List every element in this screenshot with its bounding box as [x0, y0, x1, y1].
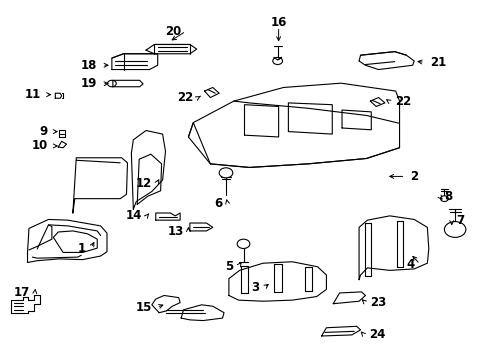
Text: 1: 1 [78, 242, 86, 255]
Text: 10: 10 [32, 139, 48, 152]
Text: 9: 9 [40, 125, 48, 138]
Text: 19: 19 [81, 77, 97, 90]
Text: 16: 16 [270, 17, 286, 30]
Text: 2: 2 [409, 170, 418, 183]
Text: 17: 17 [14, 287, 30, 300]
Text: 22: 22 [394, 95, 410, 108]
Text: 4: 4 [406, 258, 414, 271]
Text: 13: 13 [167, 225, 183, 238]
Text: 6: 6 [214, 197, 222, 210]
Text: 12: 12 [135, 177, 152, 190]
Circle shape [440, 196, 447, 202]
Text: 20: 20 [164, 25, 181, 38]
Text: 21: 21 [429, 56, 445, 69]
Text: 23: 23 [369, 296, 386, 309]
Text: 8: 8 [444, 190, 452, 203]
Text: 18: 18 [81, 59, 97, 72]
Text: 15: 15 [135, 301, 152, 314]
Circle shape [237, 239, 249, 248]
Text: 5: 5 [225, 260, 233, 273]
Text: 3: 3 [250, 281, 259, 294]
Circle shape [219, 168, 232, 178]
Text: 22: 22 [177, 91, 193, 104]
Text: 11: 11 [25, 88, 41, 101]
Circle shape [444, 222, 465, 237]
Text: 14: 14 [125, 210, 142, 222]
Text: 7: 7 [456, 214, 464, 227]
Text: 24: 24 [368, 328, 385, 341]
